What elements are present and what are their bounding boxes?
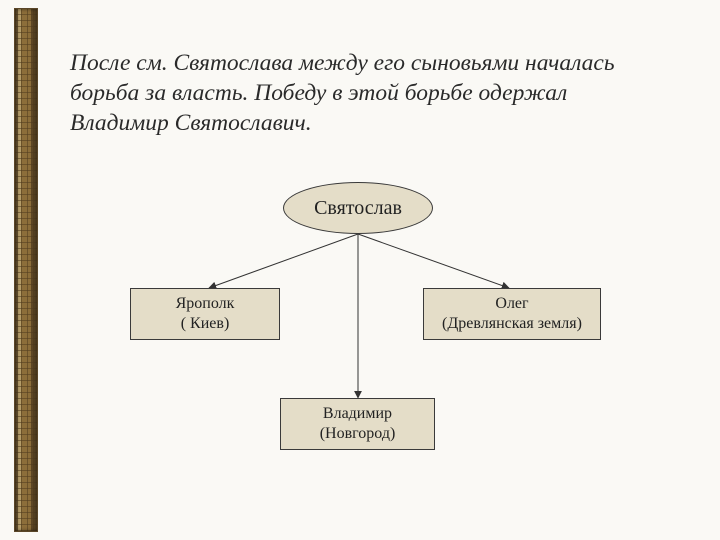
node-root: Святослав: [283, 182, 433, 234]
node-oleg: Олег (Древлянская земля): [423, 288, 601, 340]
slide: После см. Святослава между его сыновьями…: [0, 0, 720, 540]
decorative-border: [14, 8, 38, 532]
node-yaropolk: Ярополк ( Киев): [130, 288, 280, 340]
node-vladimir: Владимир (Новгород): [280, 398, 435, 450]
intro-paragraph: После см. Святослава между его сыновьями…: [70, 48, 670, 138]
